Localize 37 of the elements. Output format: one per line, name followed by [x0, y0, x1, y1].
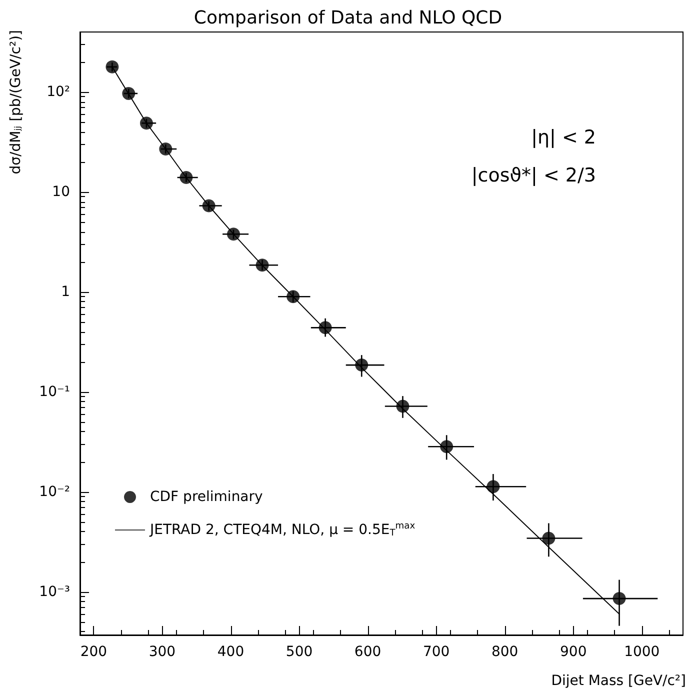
point: [612, 592, 626, 606]
annotation: |η| < 2: [531, 126, 596, 148]
x-tick-label: 700: [422, 644, 450, 660]
point: [140, 116, 153, 130]
point: [355, 358, 368, 372]
y-tick-label: 1: [61, 284, 70, 300]
y-tick-label: 10⁻³: [39, 584, 70, 600]
y-tick-label: 10⁻²: [39, 484, 70, 500]
point: [202, 199, 216, 212]
point: [486, 480, 500, 494]
x-tick-label: 1000: [624, 644, 660, 660]
point: [159, 142, 172, 156]
point: [286, 290, 300, 304]
point: [227, 228, 240, 241]
x-tick-label: 500: [286, 644, 313, 660]
point: [318, 321, 332, 334]
y-tick-label: 10⁻¹: [39, 384, 70, 400]
x-tick-label: 400: [217, 644, 244, 660]
point: [396, 400, 410, 413]
x-tick-label: 900: [560, 644, 587, 660]
legend-label: CDF preliminary: [150, 489, 263, 505]
point: [106, 60, 119, 74]
point: [122, 86, 136, 100]
chart-title: Comparison of Data and NLO QCD: [194, 8, 502, 28]
point: [256, 258, 269, 272]
x-tick-label: 800: [491, 644, 518, 660]
y-tick-label: 10: [52, 184, 70, 200]
point: [542, 532, 556, 545]
x-axis-title: Dijet Mass [GeV/c²]: [551, 673, 686, 689]
x-tick-label: 200: [80, 644, 108, 660]
y-tick-label: 10²: [46, 84, 70, 100]
y-axis-title: dσ/dMⱼⱼ [pb/(GeV/c²)]: [8, 30, 24, 174]
point: [180, 171, 193, 184]
point: [440, 440, 454, 454]
annotation: |cosϑ*| < 2/3: [471, 164, 596, 186]
x-tick-label: 300: [148, 644, 176, 660]
x-tick-label: 600: [354, 644, 382, 660]
